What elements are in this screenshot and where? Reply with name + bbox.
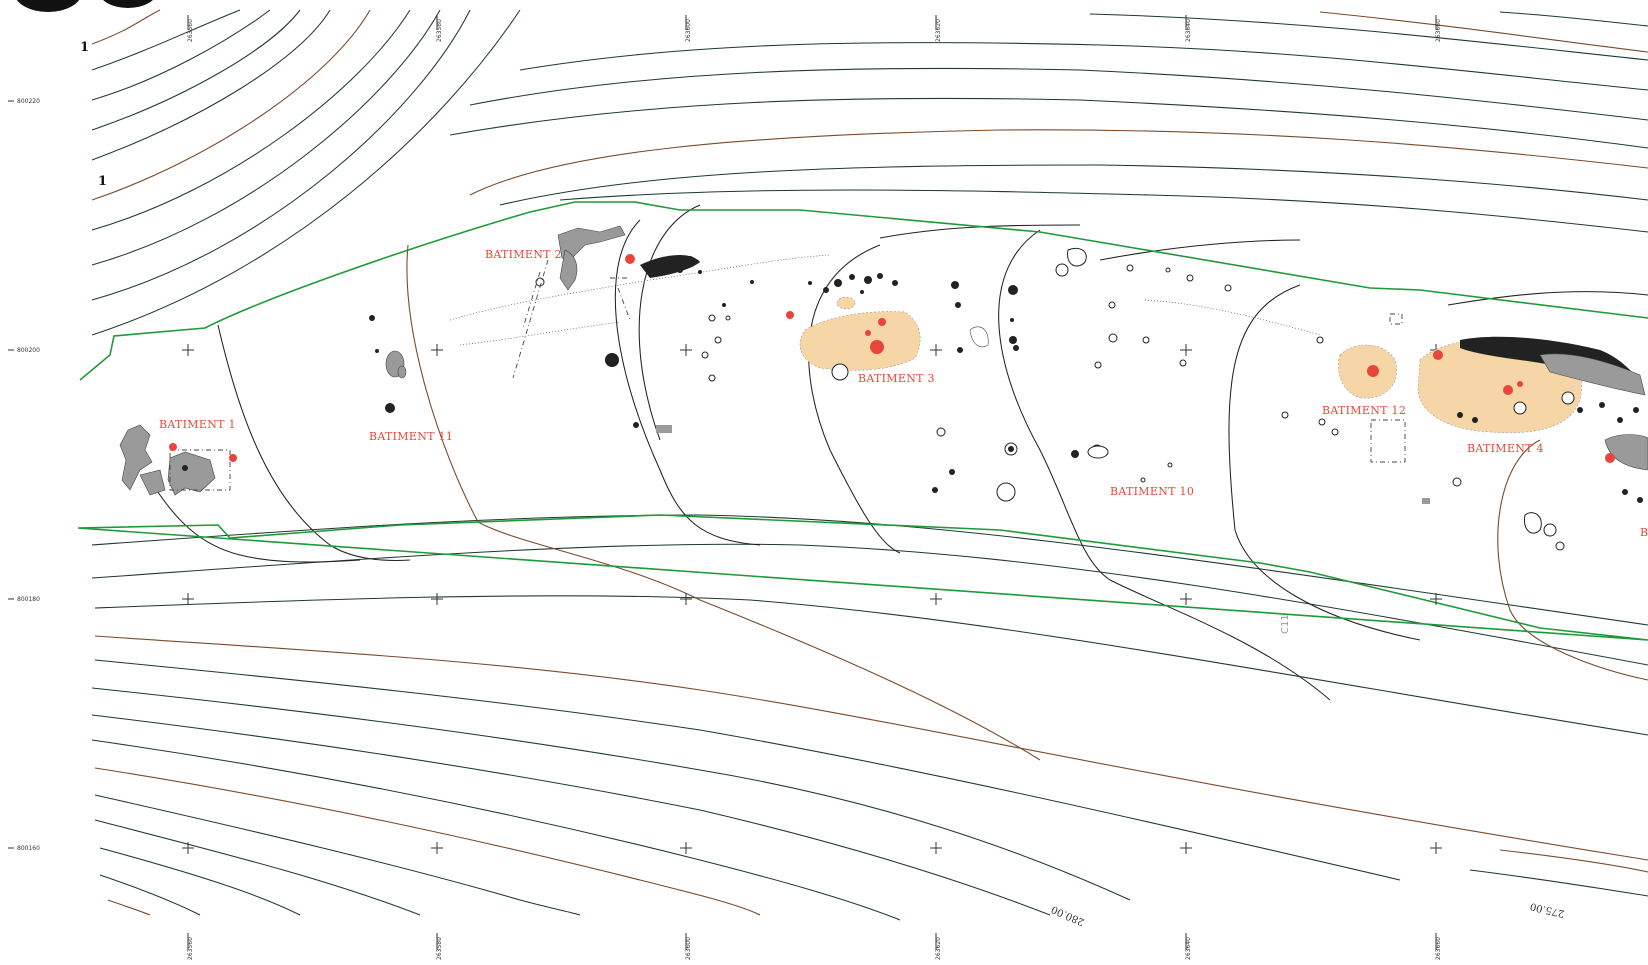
batiment-10-label: BATIMENT 10	[1110, 485, 1194, 498]
batiment-12-features	[1281, 313, 1462, 504]
easting-label: 263600	[685, 937, 692, 960]
easting-label: 263600	[685, 19, 692, 42]
contour-label-275: 275.00	[1529, 900, 1566, 919]
batiment-partial-label: B	[1640, 526, 1648, 539]
batiment-11-label: BATIMENT 11	[369, 430, 453, 443]
easting-label: 263580	[436, 937, 443, 960]
northing-label: 800200	[17, 347, 40, 354]
easting-label: 263640	[1185, 937, 1192, 960]
grid-ticks	[8, 15, 1437, 950]
easting-label: 263660	[1435, 937, 1442, 960]
easting-label: 263560	[187, 19, 194, 42]
easting-label: 263660	[1435, 19, 1442, 42]
batiment-3-features	[799, 296, 1019, 381]
batiment-1-features	[119, 424, 237, 496]
northing-label: 800220	[17, 98, 40, 105]
grid-crosses	[182, 344, 1442, 854]
easting-labels-top: 263560 263580 263600 263620 263640 26366…	[187, 19, 1442, 42]
easting-label: 263620	[935, 937, 942, 960]
contours-lower	[91, 514, 1648, 921]
batiment-11-features	[369, 315, 407, 413]
easting-label: 263560	[187, 937, 194, 960]
contour-label-280: 280.00	[1050, 903, 1086, 927]
batiment-4-label: BATIMENT 4	[1467, 442, 1544, 455]
batiment-2-label: BATIMENT 2	[485, 248, 562, 261]
contours-upper	[449, 11, 1648, 233]
northing-label: 800180	[17, 596, 40, 603]
easting-label: 263640	[1185, 19, 1192, 42]
northing-label: 800160	[17, 845, 40, 852]
batiment-2-features	[449, 225, 831, 433]
partial-logo-top-left	[16, 0, 153, 12]
sheet-number: 1	[80, 40, 89, 55]
easting-labels-bottom: 263560 263580 263600 263620 263640 26366…	[187, 937, 1442, 960]
excavation-boundary	[77, 201, 1648, 641]
scattered-features	[667, 256, 1018, 382]
contours-upper-left	[91, 9, 521, 336]
batiment-4-features	[1417, 336, 1648, 551]
easting-label: 263620	[935, 19, 942, 42]
easting-label: 263580	[436, 19, 443, 42]
building-labels: BATIMENT 1 BATIMENT 2 BATIMENT 3 BATIMEN…	[159, 248, 1648, 539]
excavation-zones	[149, 204, 1648, 761]
batiment-3-label: BATIMENT 3	[858, 372, 935, 385]
batiment-12-label: BATIMENT 12	[1322, 404, 1406, 417]
batiment-1-label: BATIMENT 1	[159, 418, 236, 431]
sheet-number: 1	[98, 174, 107, 189]
northing-labels: 800220 800200 800180 800160	[17, 98, 40, 852]
batiment-10-features	[932, 247, 1321, 502]
annotation-c11: C11	[1280, 614, 1291, 634]
